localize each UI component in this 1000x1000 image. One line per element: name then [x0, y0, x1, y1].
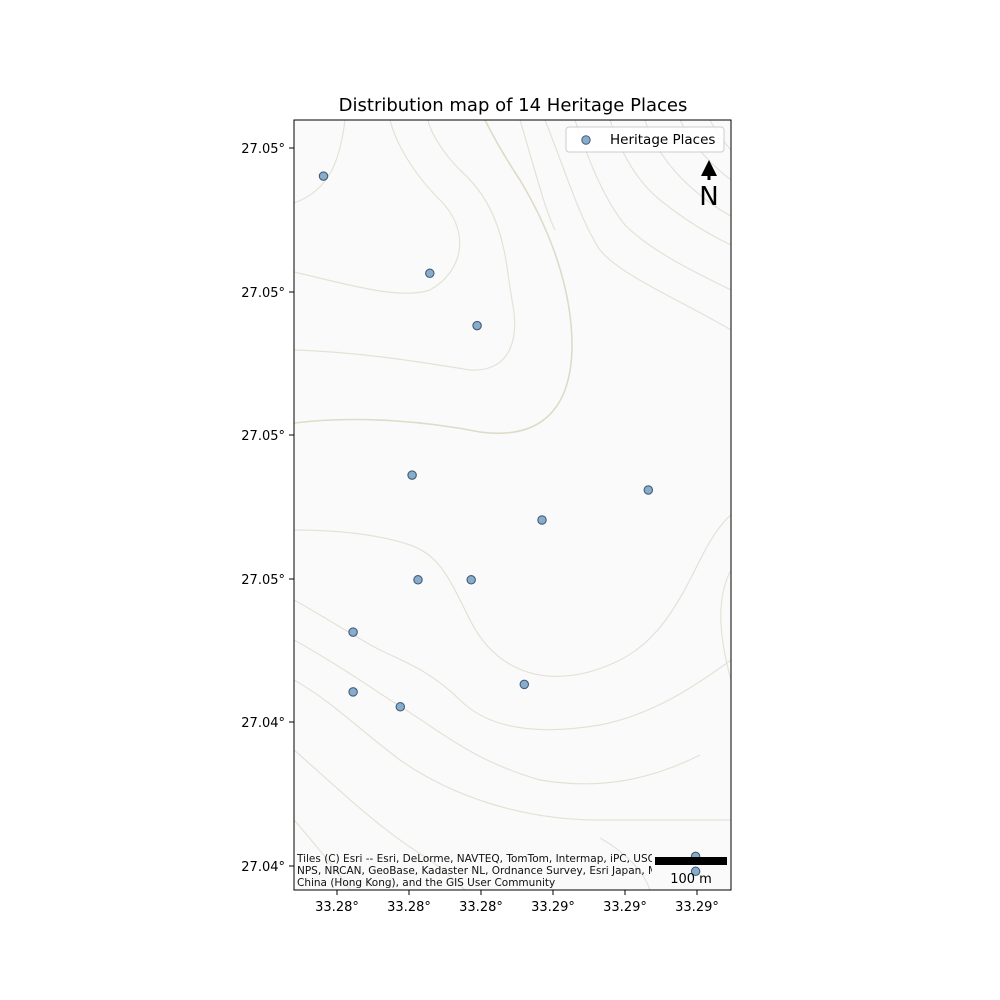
legend: Heritage Places	[565, 126, 725, 153]
contour-line	[519, 120, 556, 231]
contour-line	[544, 120, 731, 331]
heritage-place-marker[interactable]	[472, 320, 482, 331]
legend-label: Heritage Places	[610, 132, 715, 148]
legend-box	[565, 126, 725, 153]
contour-line	[294, 120, 516, 371]
scale-bar-label: 100 m	[670, 872, 712, 887]
y-tick-label: 27.05°	[241, 429, 285, 444]
contour-line	[294, 639, 701, 785]
heritage-place-marker[interactable]	[643, 485, 654, 495]
attribution-line: China (Hong Kong), and the GIS User Comm…	[297, 877, 555, 889]
basemap	[293, 119, 732, 891]
map-frame	[293, 119, 732, 891]
x-tick-label: 33.28°	[315, 900, 359, 915]
legend-marker	[581, 135, 591, 145]
contour-line	[294, 819, 351, 890]
attribution: Tiles (C) Esri -- Esri, DeLorme, NAVTEQ,…	[296, 853, 699, 889]
scale-bar-segment	[655, 857, 727, 865]
y-tick-label: 27.04°	[241, 716, 285, 731]
x-tick-label: 33.29°	[603, 900, 647, 915]
contour-line	[294, 514, 731, 677]
heritage-place-marker[interactable]	[537, 515, 547, 525]
y-axis: 27.05° 27.05° 27.05° 27.05° 27.04° 27.04…	[241, 142, 294, 875]
heritage-place-marker[interactable]	[425, 268, 435, 279]
heritage-place-marker[interactable]	[318, 171, 329, 181]
heritage-place-marker[interactable]	[690, 866, 701, 877]
map-background	[294, 120, 731, 890]
x-tick-label: 33.29°	[675, 900, 719, 915]
contour-line	[294, 749, 466, 890]
y-tick-label: 27.05°	[241, 573, 285, 588]
attribution-line: NPS, NRCAN, GeoBase, Kadaster NL, Ordnan…	[297, 865, 699, 877]
y-tick-label: 27.05°	[241, 286, 285, 301]
contour-lines	[294, 120, 731, 890]
contour-line	[720, 569, 731, 681]
attribution-line: Tiles (C) Esri -- Esri, DeLorme, NAVTEQ,…	[296, 853, 693, 865]
contour-line	[599, 837, 651, 890]
heritage-place-marker[interactable]	[348, 687, 358, 697]
heritage-place-marker[interactable]	[413, 575, 423, 585]
heritage-place-marker[interactable]	[348, 627, 358, 637]
scale-bar: 100 m	[655, 857, 727, 887]
x-tick-label: 33.29°	[531, 900, 575, 915]
y-tick-label: 27.04°	[241, 860, 285, 875]
north-arrow-head	[701, 160, 717, 176]
map-title: Distribution map of 14 Heritage Places	[339, 95, 688, 116]
heritage-place-marker[interactable]	[466, 575, 476, 585]
contour-line	[294, 120, 346, 204]
contour-line	[294, 120, 573, 434]
north-arrow-label: N	[699, 182, 718, 212]
x-tick-label: 33.28°	[459, 900, 503, 915]
x-axis: 33.28° 33.28° 33.28° 33.29° 33.29° 33.29…	[315, 890, 719, 915]
heritage-place-marker[interactable]	[519, 679, 530, 690]
contour-line	[294, 599, 731, 731]
heritage-place-marker[interactable]	[407, 470, 417, 480]
contour-line	[294, 679, 731, 821]
contour-line	[574, 120, 731, 291]
contour-line	[294, 120, 461, 294]
north-arrow: N	[699, 160, 719, 212]
heritage-place-marker[interactable]	[395, 702, 406, 712]
x-tick-label: 33.28°	[387, 900, 431, 915]
y-tick-label: 27.05°	[241, 142, 285, 157]
heritage-points-layer	[318, 171, 701, 877]
